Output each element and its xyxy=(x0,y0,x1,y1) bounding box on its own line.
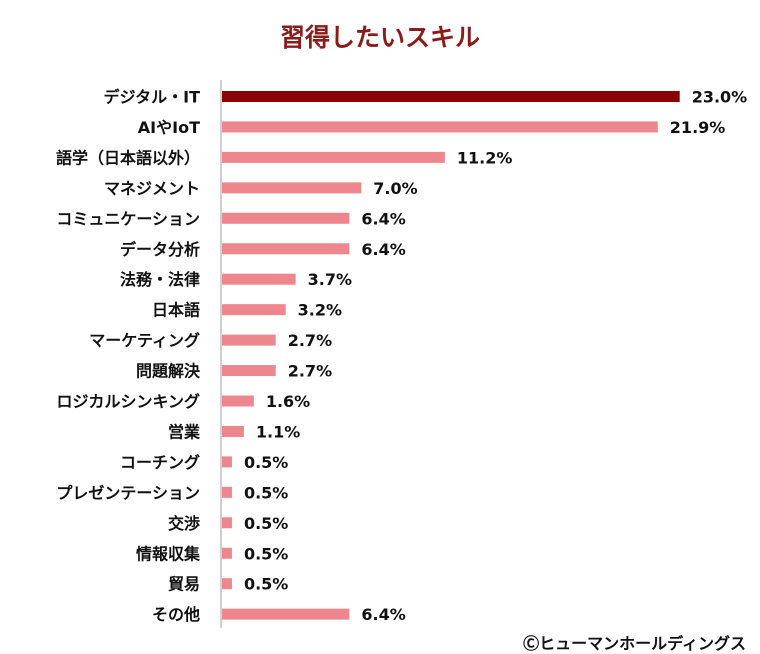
bar xyxy=(222,334,276,346)
bar xyxy=(222,121,658,133)
data-label: 0.5% xyxy=(244,544,288,563)
data-label: 0.5% xyxy=(244,514,288,533)
data-label: 21.9% xyxy=(670,118,726,137)
data-label: 1.6% xyxy=(266,392,310,411)
category-label: マーケティング xyxy=(89,331,200,350)
bar xyxy=(222,273,296,285)
bar xyxy=(222,304,286,316)
data-label: 6.4% xyxy=(361,209,405,228)
data-label: 0.5% xyxy=(244,575,288,594)
data-label: 6.4% xyxy=(361,605,405,624)
category-label: 貿易 xyxy=(168,575,200,594)
data-label: 2.7% xyxy=(288,362,332,381)
category-label: 情報収集 xyxy=(136,544,201,563)
category-label: ロジカルシンキング xyxy=(56,392,200,411)
category-label: 日本語 xyxy=(152,301,200,320)
data-label: 3.2% xyxy=(298,301,342,320)
category-label: コーチング xyxy=(120,453,200,472)
category-label: 語学（日本語以外） xyxy=(56,148,200,167)
bar xyxy=(222,151,445,163)
copyright-credit: Ⓒヒューマンホールディングス xyxy=(523,634,746,653)
data-label: 11.2% xyxy=(457,148,513,167)
bar xyxy=(222,365,276,377)
data-label: 7.0% xyxy=(373,179,417,198)
data-label: 0.5% xyxy=(244,483,288,502)
data-label: 23.0% xyxy=(692,88,748,107)
data-label: 1.1% xyxy=(256,422,300,441)
data-label: 0.5% xyxy=(244,453,288,472)
category-label: マネジメント xyxy=(104,179,200,198)
data-label: 6.4% xyxy=(361,240,405,259)
bar xyxy=(222,243,350,255)
chart-title: 習得したいスキル xyxy=(279,23,480,52)
category-label: その他 xyxy=(152,605,200,624)
category-label: デジタル・IT xyxy=(103,88,200,107)
category-label: コミュニケーション xyxy=(56,209,200,228)
bar xyxy=(222,456,232,468)
category-label: プレゼンテーション xyxy=(56,483,200,502)
bar xyxy=(222,91,680,102)
category-label: 交渉 xyxy=(168,514,200,533)
bar xyxy=(222,517,232,529)
category-label: AIやIoT xyxy=(138,118,200,137)
bar xyxy=(222,547,232,559)
bar xyxy=(222,212,350,224)
bar xyxy=(222,578,232,590)
bar xyxy=(222,486,232,498)
data-label: 3.7% xyxy=(308,270,352,289)
bar xyxy=(222,608,350,620)
data-label: 2.7% xyxy=(288,331,332,350)
category-label: 営業 xyxy=(168,422,201,441)
category-label: 問題解決 xyxy=(136,362,201,381)
category-label: データ分析 xyxy=(120,240,200,259)
bar xyxy=(222,182,362,194)
category-label: 法務・法律 xyxy=(120,270,200,289)
bar xyxy=(222,395,254,407)
bar xyxy=(222,425,244,437)
